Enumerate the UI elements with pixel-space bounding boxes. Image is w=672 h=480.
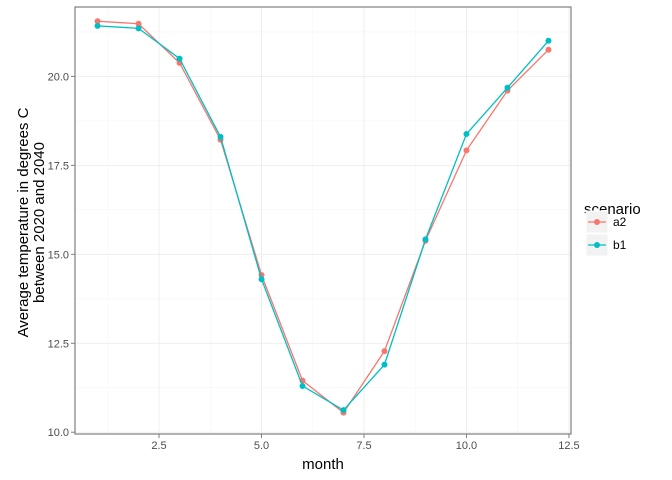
y-axis-title-line: Average temperature in degrees C	[15, 107, 32, 337]
data-point-b1	[94, 22, 101, 29]
data-point-b1	[340, 407, 347, 414]
data-point-b1	[463, 131, 470, 138]
data-point-a2	[381, 348, 388, 355]
series-b1	[94, 22, 552, 414]
x-tick-label: 5.0	[254, 440, 269, 452]
data-point-b1	[504, 84, 511, 91]
data-point-a2	[94, 18, 101, 25]
data-point-b1	[258, 276, 265, 283]
data-point-a2	[135, 20, 142, 27]
x-tick-label: 2.5	[151, 440, 166, 452]
x-tick-label: 12.5	[558, 440, 579, 452]
series-line-a2	[97, 20, 549, 414]
data-point-b1	[422, 236, 429, 243]
data-point-b1	[217, 133, 224, 140]
data-point-b1	[299, 382, 306, 389]
data-point-a2	[545, 46, 552, 53]
data-point-b1	[176, 55, 183, 62]
grid-major	[75, 7, 571, 434]
y-tick-label: 12.5	[48, 338, 69, 350]
legend-label-b1: b1	[613, 238, 627, 252]
series-a2	[94, 18, 552, 416]
series-line-b1	[97, 25, 549, 411]
y-tick-label: 17.5	[48, 160, 69, 172]
legend-label-a2: a2	[613, 215, 627, 229]
y-axis-title-line: between 2020 and 2040	[31, 142, 48, 303]
y-axis-title: Average temperature in degrees Cbetween …	[15, 107, 48, 337]
data-point-b1	[381, 361, 388, 368]
data-point-a2	[463, 147, 470, 154]
x-tick-label: 7.5	[356, 440, 371, 452]
x-axis-ticks: 2.5 5.0 7.5 10.0 12.5	[151, 434, 580, 452]
legend-key-point-b1	[594, 242, 600, 248]
grid-minor	[75, 7, 571, 434]
panel-border	[74, 6, 572, 435]
y-tick-label: 10.0	[48, 427, 69, 439]
y-tick-label: 20.0	[48, 71, 69, 83]
data-point-b1	[135, 25, 142, 32]
x-axis-title: month	[302, 456, 344, 473]
legend-key-point-a2	[594, 219, 600, 225]
y-axis-ticks: 10.0 12.5 15.0 17.5 20.0	[48, 71, 75, 439]
data-point-b1	[545, 37, 552, 44]
series-layer	[94, 18, 552, 416]
y-tick-label: 15.0	[48, 249, 69, 261]
x-tick-label: 10.0	[456, 440, 477, 452]
